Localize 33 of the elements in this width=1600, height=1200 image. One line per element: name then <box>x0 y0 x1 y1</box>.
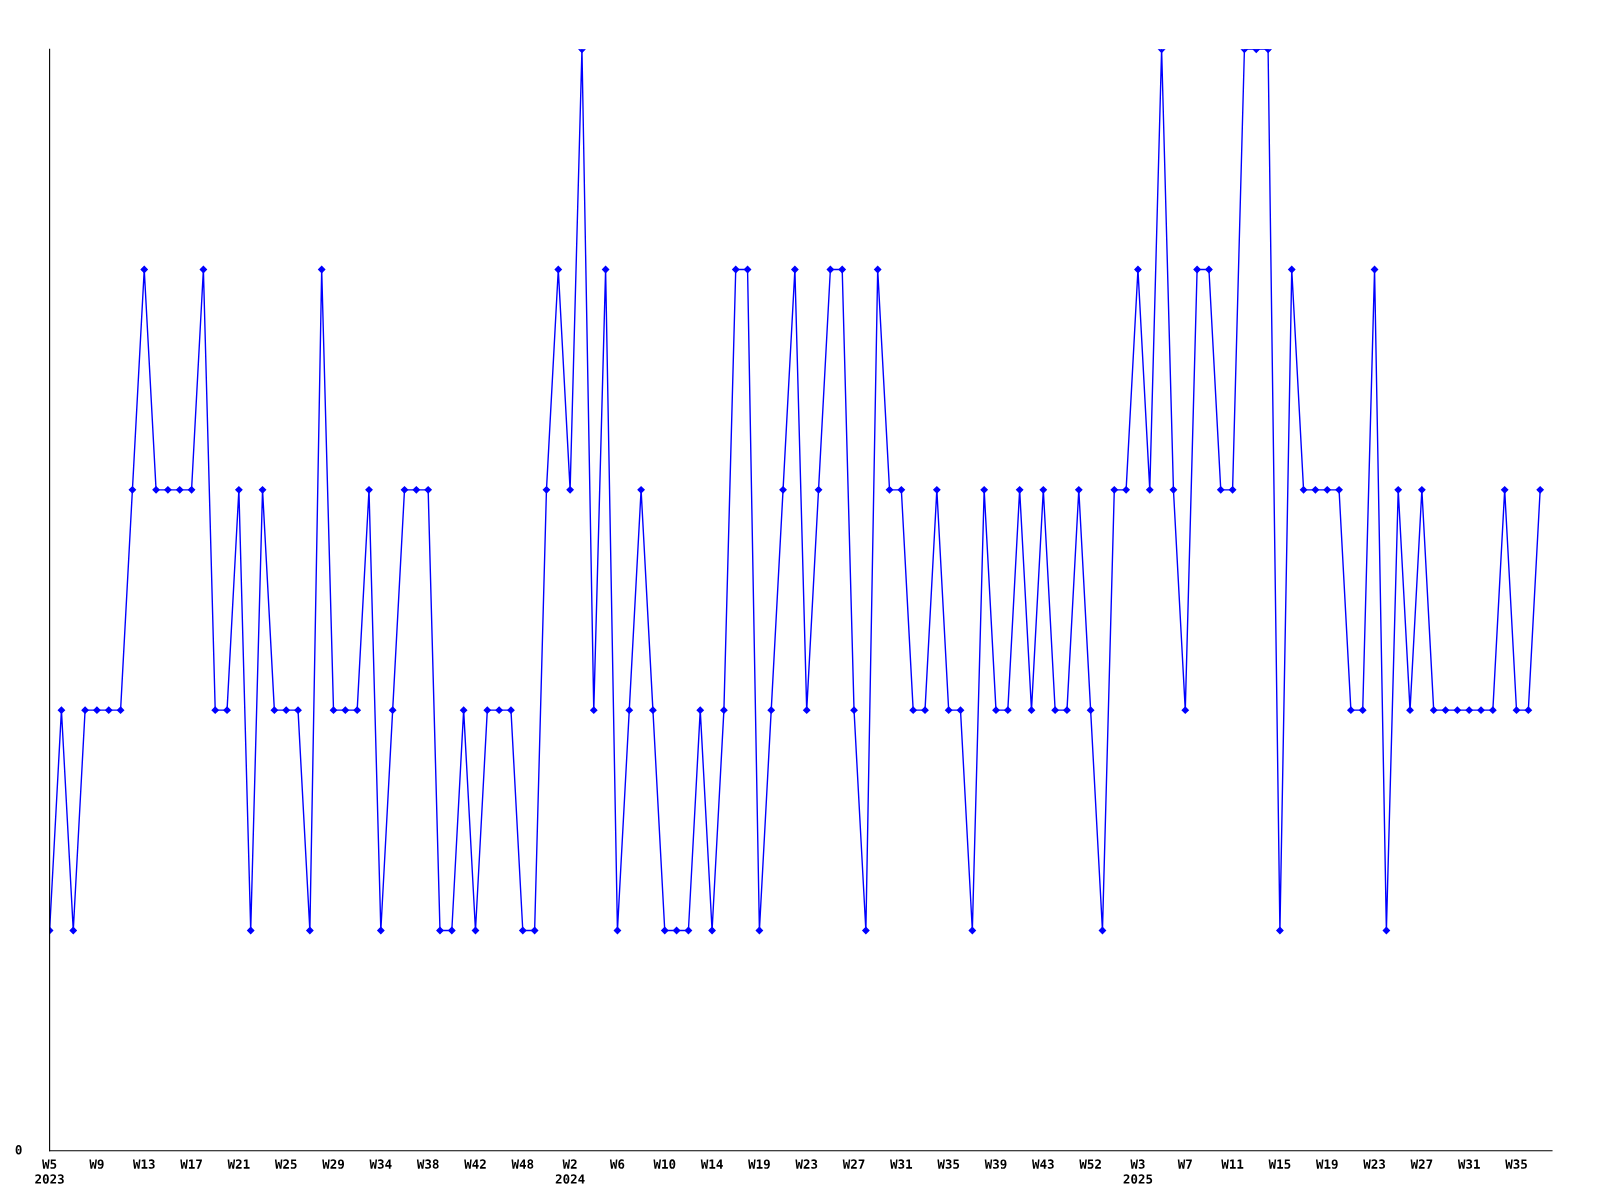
x-tick-label: W15 <box>1268 1159 1291 1169</box>
x-tick-label: W29 <box>322 1159 345 1169</box>
x-tick-label: W48 <box>511 1159 534 1169</box>
x-tick-label: W27 <box>1410 1159 1433 1169</box>
x-tick-label: W35 <box>937 1159 960 1169</box>
text: 0 <box>15 1144 22 1155</box>
x-tick-label: W23 <box>795 1159 818 1169</box>
x-tick-label: W52 <box>1079 1159 1101 1169</box>
x-tick-label: W34 <box>369 1159 392 1169</box>
x-tick-label: W17 <box>180 1159 202 1169</box>
x-tick-label: W3 2025 <box>1123 1159 1153 1184</box>
x-tick-label: W31 <box>1457 1159 1480 1169</box>
x-tick-label: W13 <box>132 1159 155 1169</box>
x-tick-label: W39 <box>984 1159 1007 1169</box>
x-tick-label: W31 <box>890 1159 913 1169</box>
x-tick-label: W25 <box>274 1159 297 1169</box>
x-tick-label: W19 <box>1315 1159 1338 1169</box>
x-tick-label: W10 <box>653 1159 676 1169</box>
x-tick-label: W9 <box>89 1159 104 1169</box>
x-tick-label: W2 2024 <box>555 1159 585 1184</box>
x-tick-label: W5 2023 <box>35 1159 64 1184</box>
x-tick-label: W27 <box>842 1159 865 1169</box>
x-tick-label: W38 <box>416 1159 439 1169</box>
x-tick-label: W7 <box>1177 1159 1192 1169</box>
x-tick-label: W6 <box>609 1159 625 1169</box>
x-tick-label: W19 <box>748 1159 770 1169</box>
x-tick-label: W35 <box>1505 1159 1527 1169</box>
x-tick-label: W21 <box>227 1159 250 1169</box>
x-tick-label: W23 <box>1363 1159 1386 1169</box>
x-tick-label: W42 <box>464 1159 486 1169</box>
x-tick-label: W11 <box>1221 1159 1244 1169</box>
x-tick-label: W43 <box>1032 1159 1054 1169</box>
x-tick-label: W14 <box>700 1159 723 1169</box>
